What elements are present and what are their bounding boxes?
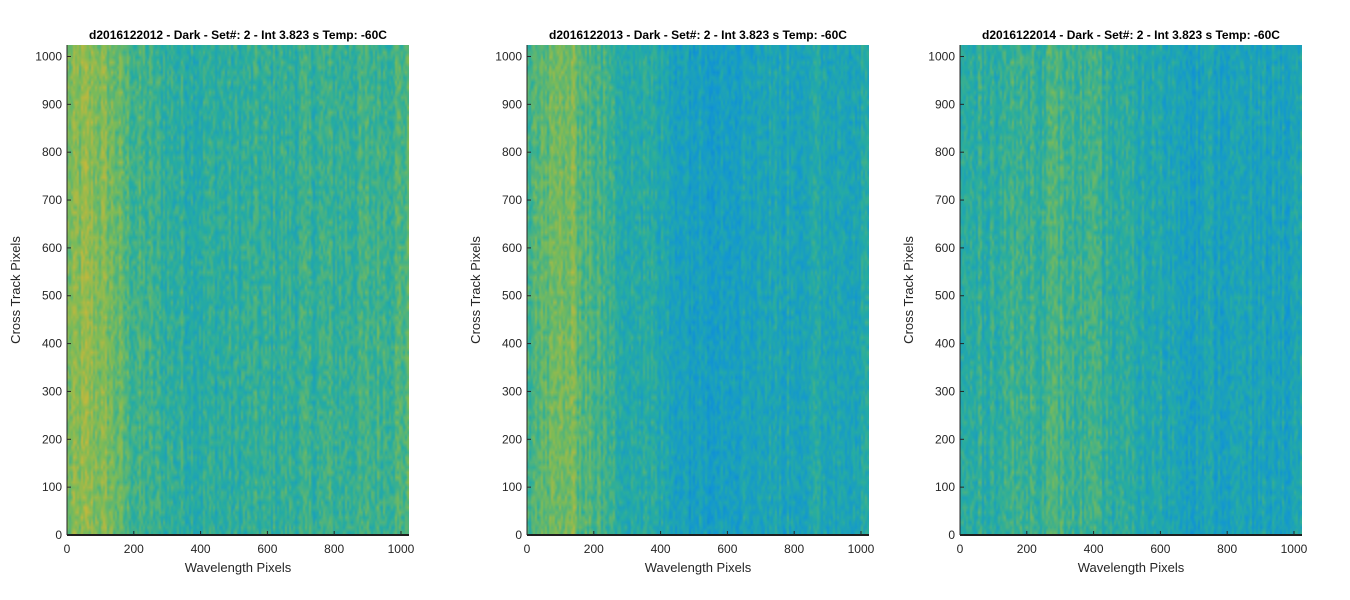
y-tick-label: 100 xyxy=(935,480,955,494)
x-axis-label: Wavelength Pixels xyxy=(645,560,752,575)
y-tick-label: 900 xyxy=(502,97,522,111)
x-tick-label: 600 xyxy=(717,542,737,556)
y-tick-label: 400 xyxy=(502,337,522,351)
y-tick-label: 0 xyxy=(515,528,522,542)
y-tick-label: 900 xyxy=(935,97,955,111)
x-axis-label: Wavelength Pixels xyxy=(1078,560,1185,575)
x-tick-label: 800 xyxy=(1217,542,1237,556)
chart-title: d2016122014 - Dark - Set#: 2 - Int 3.823… xyxy=(982,28,1280,42)
y-tick-label: 200 xyxy=(935,432,955,446)
x-tick-label: 400 xyxy=(1084,542,1104,556)
y-tick-label: 1000 xyxy=(35,49,62,63)
heatmap-image xyxy=(527,45,869,535)
y-tick-label: 600 xyxy=(502,241,522,255)
x-tick-label: 1000 xyxy=(848,542,875,556)
y-tick-label: 300 xyxy=(935,384,955,398)
x-tick-label: 600 xyxy=(257,542,277,556)
heatmap-image xyxy=(67,45,409,535)
y-tick-label: 400 xyxy=(42,337,62,351)
y-tick-label: 700 xyxy=(502,193,522,207)
x-tick-label: 1000 xyxy=(388,542,415,556)
y-tick-label: 900 xyxy=(42,97,62,111)
heatmap-panel-3: 0 200 400 600 800 1000 0 100 200 300 400 500 600 700 8… xyxy=(901,28,1308,575)
x-tick-label: 0 xyxy=(524,542,531,556)
y-tick-label: 500 xyxy=(935,289,955,303)
y-tick-label: 200 xyxy=(502,432,522,446)
y-tick-label: 400 xyxy=(935,337,955,351)
heatmap-image xyxy=(960,45,1302,535)
y-tick-label: 100 xyxy=(502,480,522,494)
y-tick-label: 800 xyxy=(42,145,62,159)
y-tick-label: 1000 xyxy=(495,49,522,63)
x-axis-label: Wavelength Pixels xyxy=(185,560,292,575)
x-tick-label: 1000 xyxy=(1281,542,1308,556)
y-tick-label: 0 xyxy=(55,528,62,542)
x-tick-label: 200 xyxy=(124,542,144,556)
y-tick-label: 700 xyxy=(935,193,955,207)
chart-title: d2016122013 - Dark - Set#: 2 - Int 3.823… xyxy=(549,28,847,42)
x-tick-label: 0 xyxy=(957,542,964,556)
y-tick-label: 700 xyxy=(42,193,62,207)
x-tick-label: 200 xyxy=(584,542,604,556)
heatmap-panel-2: 0 200 400 600 800 1000 0 100 200 300 400 500 600 700 8… xyxy=(468,28,875,575)
x-tick-label: 200 xyxy=(1017,542,1037,556)
y-axis-label: Cross Track Pixels xyxy=(468,236,483,344)
y-tick-label: 200 xyxy=(42,432,62,446)
heatmap-panel-1: 0 200 400 600 800 1000 0 100 200 300 400 500 600 700 8… xyxy=(8,28,415,575)
y-tick-label: 500 xyxy=(502,289,522,303)
x-tick-label: 800 xyxy=(324,542,344,556)
chart-title: d2016122012 - Dark - Set#: 2 - Int 3.823… xyxy=(89,28,387,42)
y-tick-label: 800 xyxy=(502,145,522,159)
y-axis-label: Cross Track Pixels xyxy=(901,236,916,344)
y-tick-label: 500 xyxy=(42,289,62,303)
y-tick-label: 800 xyxy=(935,145,955,159)
y-axis-label: Cross Track Pixels xyxy=(8,236,23,344)
y-tick-label: 300 xyxy=(42,384,62,398)
y-tick-label: 300 xyxy=(502,384,522,398)
x-tick-label: 800 xyxy=(784,542,804,556)
y-tick-label: 100 xyxy=(42,480,62,494)
x-tick-label: 400 xyxy=(651,542,671,556)
y-tick-label: 600 xyxy=(42,241,62,255)
y-tick-label: 600 xyxy=(935,241,955,255)
x-tick-label: 0 xyxy=(64,542,71,556)
x-tick-label: 400 xyxy=(191,542,211,556)
x-tick-label: 600 xyxy=(1150,542,1170,556)
y-tick-label: 1000 xyxy=(928,49,955,63)
y-tick-label: 0 xyxy=(948,528,955,542)
